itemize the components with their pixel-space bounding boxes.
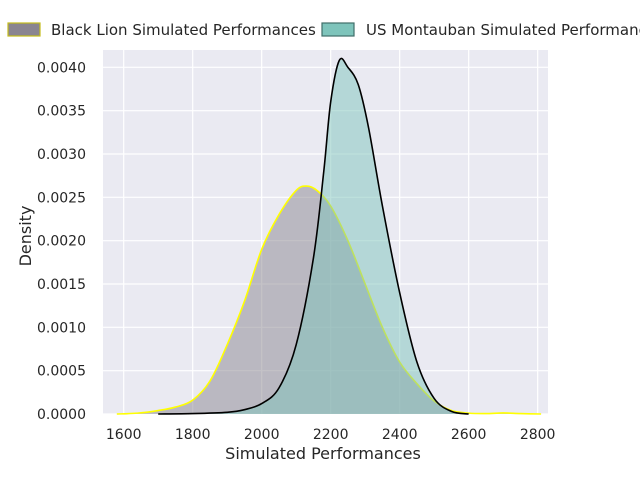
y-tick-label: 0.0015 [37, 277, 86, 293]
y-tick-label: 0.0040 [37, 60, 86, 76]
x-tick-label: 2000 [244, 427, 280, 443]
x-tick-label: 1800 [175, 427, 211, 443]
y-axis-label: Density [16, 206, 35, 267]
y-tick-label: 0.0000 [37, 407, 86, 423]
legend: Black Lion Simulated Performances US Mon… [7, 21, 640, 39]
x-tick-label: 1600 [106, 427, 142, 443]
y-tick-label: 0.0010 [37, 320, 86, 336]
x-tick-label: 2600 [451, 427, 487, 443]
legend-label-black-lion: Black Lion Simulated Performances [51, 21, 316, 39]
y-tick-label: 0.0030 [37, 147, 86, 163]
tick-labels: 1600 1800 2000 2200 2400 2600 2800 0.0000 0.0005… [37, 60, 555, 443]
y-tick-label: 0.0025 [37, 190, 86, 206]
x-tick-label: 2800 [520, 427, 556, 443]
x-tick-label: 2200 [313, 427, 349, 443]
y-tick-label: 0.0005 [37, 364, 86, 380]
density-line-us-montauban [158, 57, 469, 415]
y-tick-label: 0.0020 [37, 234, 86, 250]
series-layer [116, 57, 542, 415]
x-axis-label: Simulated Performances [225, 444, 421, 463]
legend-label-us-montauban: US Montauban Simulated Performances [366, 21, 640, 39]
legend-swatch-black-lion [7, 22, 41, 37]
y-tick-label: 0.0035 [37, 104, 86, 120]
legend-swatch-us-montauban [321, 22, 355, 37]
density-area-us-montauban [158, 58, 469, 415]
x-tick-label: 2400 [382, 427, 418, 443]
